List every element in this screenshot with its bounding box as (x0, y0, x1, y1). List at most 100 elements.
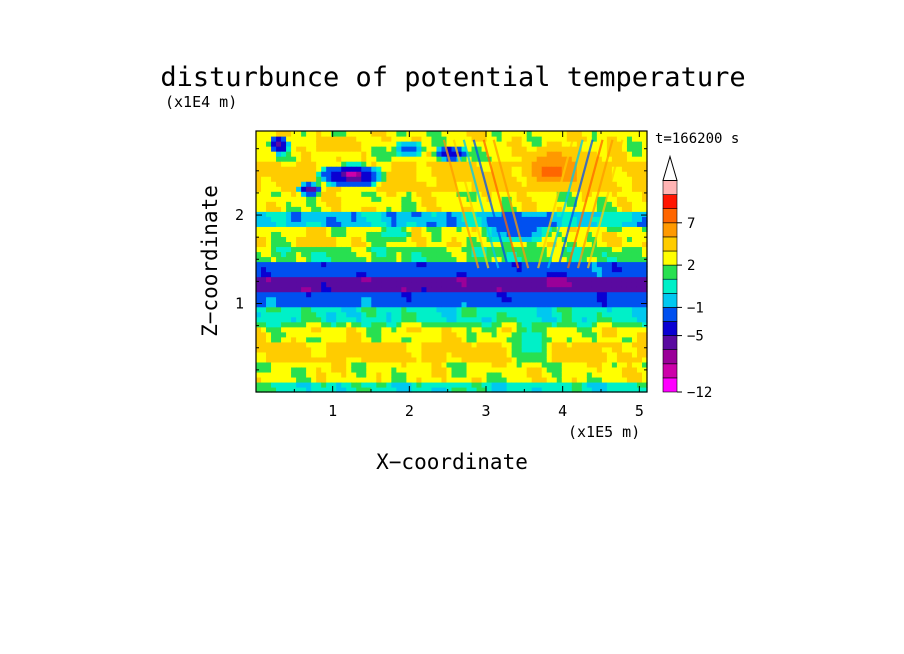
contour-cell (551, 226, 558, 232)
contour-cell (516, 156, 523, 162)
contour-cell (556, 216, 563, 222)
contour-cell (271, 261, 277, 268)
contour-cell (556, 281, 563, 288)
contour-cell (611, 251, 618, 258)
contour-cell (301, 286, 307, 293)
contour-cell (501, 386, 508, 393)
contour-cell (561, 311, 568, 318)
contour-cell (291, 381, 297, 388)
contour-cell (341, 381, 347, 388)
contour-cell (491, 206, 498, 212)
contour-cell (306, 346, 312, 353)
contour-cell (306, 281, 312, 288)
colorbar-segment (662, 363, 678, 379)
contour-cell (286, 261, 292, 268)
contour-cell (356, 191, 362, 197)
contour-cell (501, 141, 508, 147)
contour-cell (471, 231, 478, 238)
contour-cell (316, 201, 322, 207)
contour-cell (296, 376, 302, 383)
contour-cell (461, 261, 468, 268)
contour-cell (481, 186, 488, 192)
contour-cell (306, 216, 312, 222)
contour-cell (516, 371, 523, 378)
contour-cell (401, 256, 407, 263)
contour-cell (291, 146, 297, 152)
contour-cell (491, 326, 498, 333)
contour-cell (266, 371, 272, 378)
contour-cell (341, 156, 347, 162)
contour-cell (416, 291, 423, 298)
contour-cell (351, 301, 357, 308)
contour-cell (506, 266, 513, 273)
contour-cell (551, 221, 558, 227)
contour-cell (431, 186, 438, 192)
contour-cell (381, 191, 387, 197)
contour-cell (436, 131, 443, 137)
contour-cell (571, 171, 578, 177)
contour-cell (511, 341, 518, 348)
contour-cell (566, 361, 573, 368)
contour-cell (321, 386, 327, 393)
contour-cell (266, 301, 272, 308)
contour-cell (416, 216, 423, 222)
contour-cell (531, 296, 538, 303)
contour-cell (276, 131, 282, 137)
contour-cell (571, 151, 578, 157)
contour-cell (386, 361, 392, 368)
contour-cell (356, 186, 362, 192)
contour-cell (326, 281, 332, 288)
contour-cell (421, 326, 428, 333)
contour-cell (416, 321, 423, 328)
contour-cell (306, 271, 312, 278)
contour-cell (431, 151, 438, 157)
contour-cell (571, 271, 578, 278)
contour-cell (506, 161, 513, 167)
contour-cell (366, 136, 372, 142)
contour-cell (631, 236, 638, 243)
contour-cell (436, 306, 443, 313)
contour-cell (266, 271, 272, 278)
contour-cell (316, 386, 322, 393)
contour-cell (321, 291, 327, 298)
contour-cell (576, 231, 583, 238)
contour-cell (511, 316, 518, 323)
contour-cell (301, 181, 307, 187)
contour-cell (581, 286, 588, 293)
contour-cell (616, 386, 623, 393)
contour-cell (516, 146, 523, 152)
contour-cell (591, 161, 598, 167)
contour-cell (496, 381, 503, 388)
contour-cell (556, 206, 563, 212)
contour-cell (521, 186, 528, 192)
contour-cell (486, 386, 493, 393)
contour-cell (341, 351, 347, 358)
contour-cell (506, 206, 513, 212)
contour-cell (506, 241, 513, 248)
contour-cell (616, 286, 623, 293)
contour-cell (486, 341, 493, 348)
contour-cell (551, 351, 558, 358)
contour-cell (421, 221, 428, 227)
contour-cell (461, 316, 468, 323)
contour-cell (556, 191, 563, 197)
contour-cell (616, 326, 623, 333)
contour-cell (406, 331, 412, 338)
contour-cell (496, 281, 503, 288)
contour-cell (411, 236, 418, 243)
contour-cell (366, 156, 372, 162)
contour-cell (481, 161, 488, 167)
contour-cell (556, 151, 563, 157)
contour-cell (486, 221, 493, 227)
contour-cell (591, 136, 598, 142)
contour-cell (256, 371, 262, 378)
contour-cell (526, 166, 533, 172)
contour-cell (276, 336, 282, 343)
contour-cell (631, 216, 638, 222)
contour-cell (281, 291, 287, 298)
contour-cell (456, 226, 463, 232)
contour-cell (391, 356, 397, 363)
contour-cell (551, 196, 558, 202)
contour-cell (366, 361, 372, 368)
contour-cell (471, 376, 478, 383)
